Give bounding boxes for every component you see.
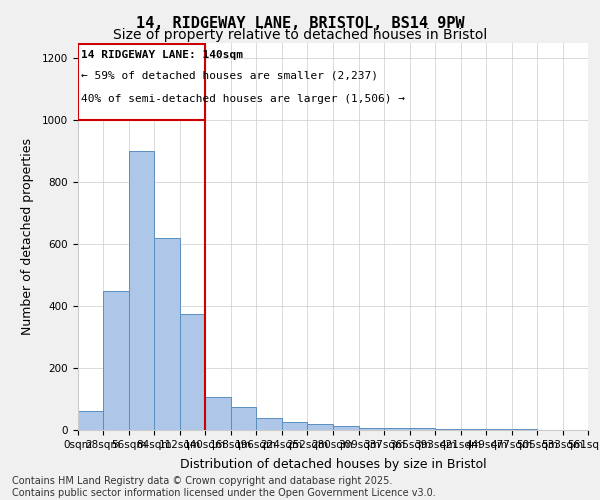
X-axis label: Distribution of detached houses by size in Bristol: Distribution of detached houses by size … [179,458,487,471]
Bar [180,314,205,430]
Bar [78,412,103,430]
Text: 14, RIDGEWAY LANE, BRISTOL, BS14 9PW: 14, RIDGEWAY LANE, BRISTOL, BS14 9PW [136,16,464,31]
Text: Size of property relative to detached houses in Bristol: Size of property relative to detached ho… [113,28,487,42]
Bar [256,418,281,430]
Bar [154,238,180,430]
Bar [385,428,410,430]
Bar [332,426,359,430]
Bar [129,151,154,430]
Text: 14 RIDGEWAY LANE: 140sqm: 14 RIDGEWAY LANE: 140sqm [81,50,243,59]
Bar [281,422,307,430]
Text: 40% of semi-detached houses are larger (1,506) →: 40% of semi-detached houses are larger (… [81,94,405,104]
Bar [461,429,486,430]
Bar [435,429,461,430]
Text: Contains HM Land Registry data © Crown copyright and database right 2025.
Contai: Contains HM Land Registry data © Crown c… [12,476,436,498]
Bar [231,407,256,430]
Text: ← 59% of detached houses are smaller (2,237): ← 59% of detached houses are smaller (2,… [81,71,378,81]
Bar [205,398,231,430]
Bar [307,424,332,430]
Bar [103,290,129,430]
Bar [410,428,435,430]
Bar [79,44,205,120]
Y-axis label: Number of detached properties: Number of detached properties [20,138,34,335]
Bar [359,428,385,430]
